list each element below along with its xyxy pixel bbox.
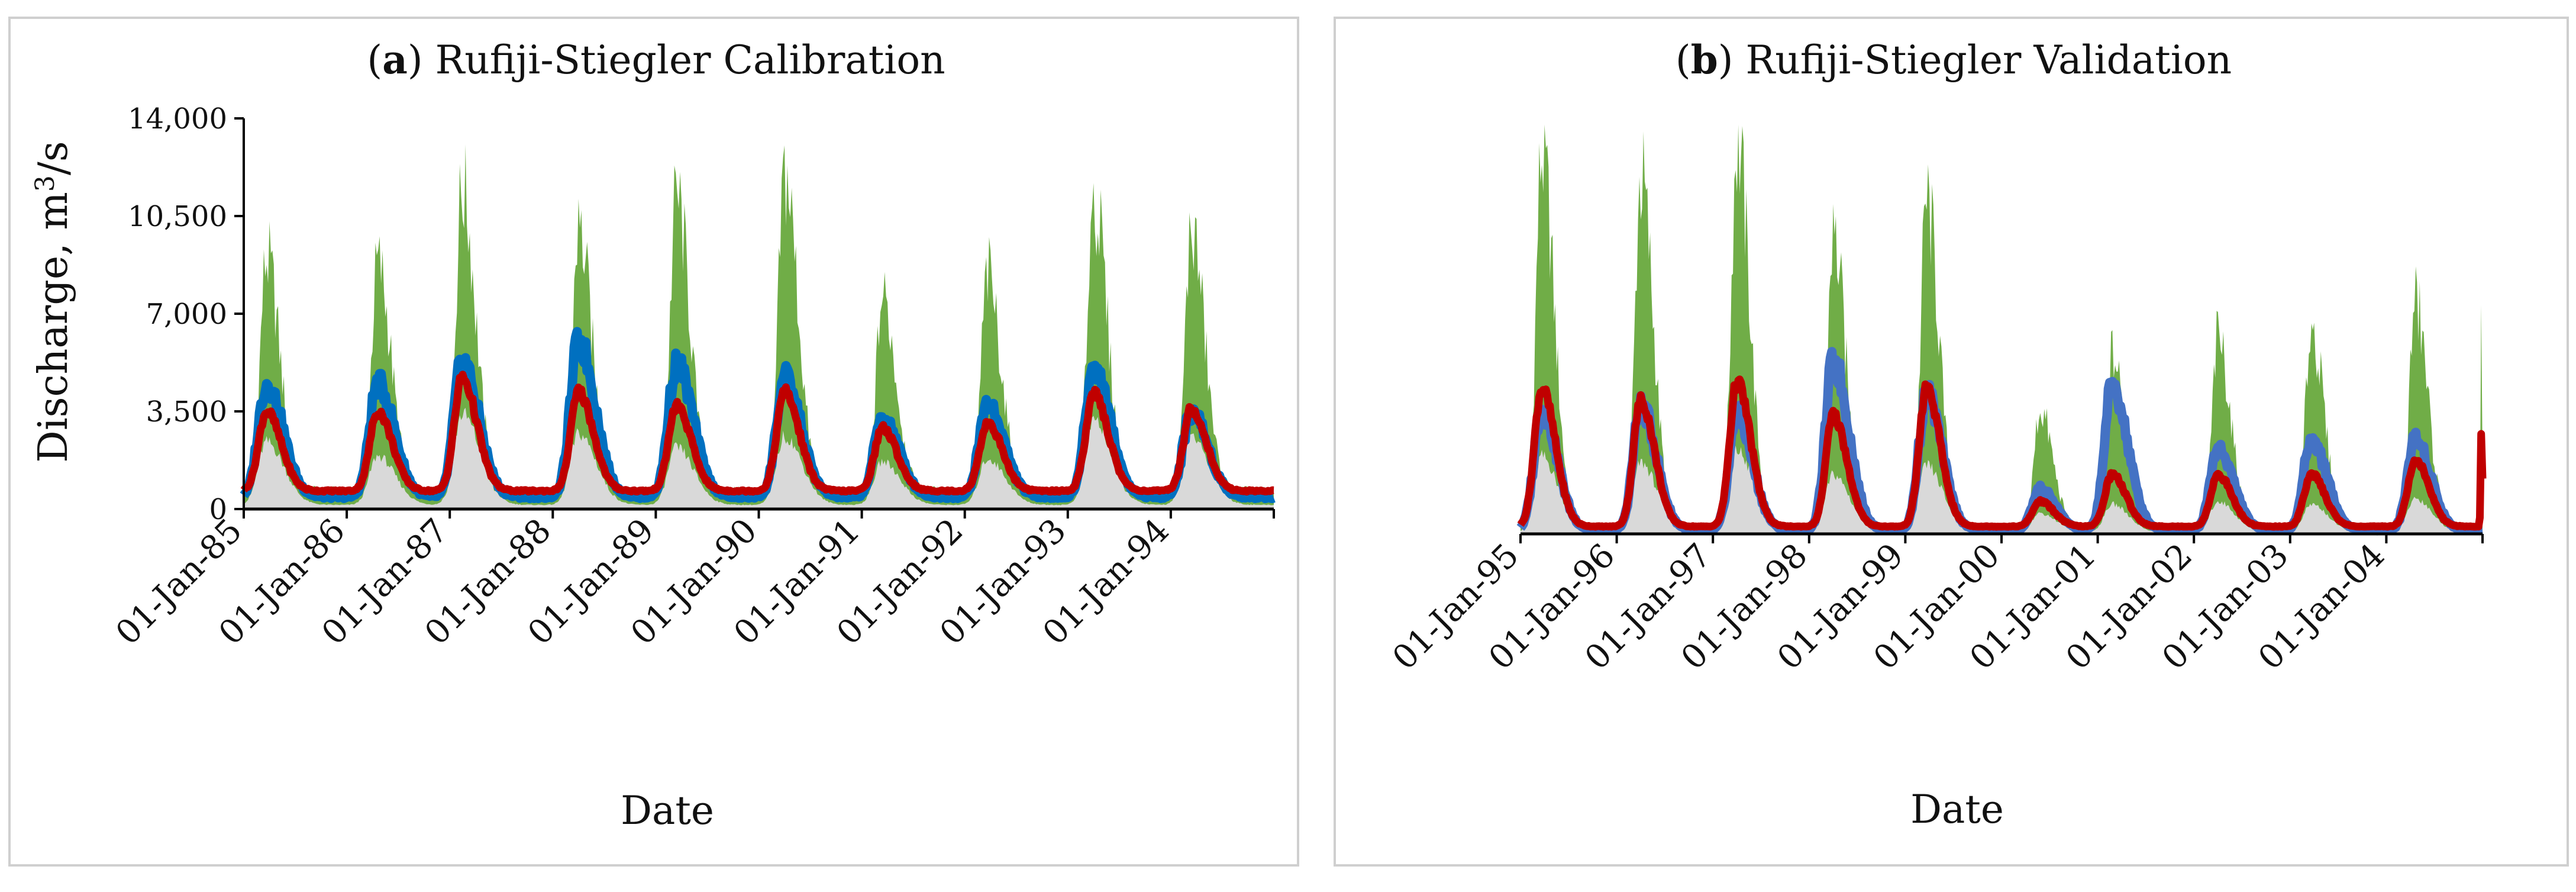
title-text: Rufiji-Stiegler Calibration xyxy=(435,37,945,83)
x-axis-label: Date xyxy=(1910,787,2004,832)
validation-panel: (b) Rufiji-Stiegler Validation Date 01-J… xyxy=(1334,17,2569,867)
y-tick-label: 3,500 xyxy=(146,395,227,429)
y-tick-label: 14,000 xyxy=(128,102,227,136)
calibration-chart: (a) Rufiji-Stiegler Calibration Discharg… xyxy=(30,37,1277,833)
title-letter: a xyxy=(382,37,408,83)
calibration-panel: (a) Rufiji-Stiegler Calibration Discharg… xyxy=(8,17,1299,867)
validation-chart: (b) Rufiji-Stiegler Validation Date 01-J… xyxy=(1385,37,2487,832)
chart-title: (b) Rufiji-Stiegler Validation xyxy=(1676,37,2232,83)
simulated-discharge-line xyxy=(1517,375,2487,531)
simulated-discharge-line xyxy=(240,371,1277,496)
title-text: Rufiji-Stiegler Validation xyxy=(1746,37,2232,83)
y-tick-label: 10,500 xyxy=(128,200,227,233)
y-axis-label: Discharge, m3/s xyxy=(30,141,77,462)
chart-title: (a) Rufiji-Stiegler Calibration xyxy=(367,37,945,83)
y-tick-label: 7,000 xyxy=(146,298,227,331)
x-axis-label: Date xyxy=(621,788,714,833)
title-letter: b xyxy=(1691,37,1718,83)
y-tick-label: 0 xyxy=(209,493,227,526)
